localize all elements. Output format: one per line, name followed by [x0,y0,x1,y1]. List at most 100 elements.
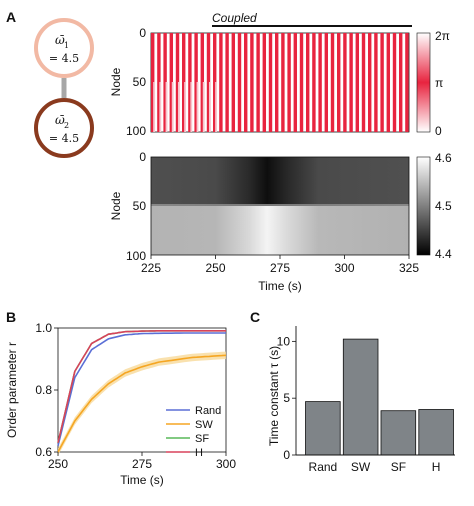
phase-stripe [237,33,242,132]
node1-subscript: 1 [64,41,69,50]
phase-stripe [157,33,161,132]
node2-frequency: = 4.5 [49,132,79,145]
bottom-ylabel: Node [109,191,123,220]
phase-stripe-offset [215,82,218,132]
line-xtick-label: 300 [216,457,236,471]
node2-subscript: 2 [64,121,69,130]
phase-stripe-offset [190,82,193,132]
panel-label-b: B [6,309,16,325]
line-xtick-label: 250 [48,457,68,471]
phase-stripe-offset [153,82,156,132]
bar-category-label: SW [351,460,371,474]
phase-stripe [312,33,316,132]
phase-colorbar-tick-0: 0 [435,124,442,138]
coupled-label: Coupled [212,11,257,25]
phase-stripe [299,33,304,132]
bar-ytick-label: 5 [283,391,290,405]
phase-stripe [182,33,186,132]
phase-stripe [293,33,298,132]
phase-stripe [355,33,360,132]
phase-stripe [262,33,267,132]
phase-stripe [386,33,391,132]
bar-ytick-label: 0 [283,448,290,462]
bottom-ytick-100: 100 [126,249,146,263]
phase-stripe [213,33,217,132]
bar-h [418,409,454,456]
bar-ytick-label: 10 [277,334,291,348]
time-tick-label: 225 [141,261,161,275]
series-line-h [57,329,226,443]
legend-label-rand: Rand [195,405,221,417]
freq-colorbar-tick-45: 4.5 [435,199,452,213]
phase-stripe-offset [159,82,162,132]
phase-stripe [231,33,236,132]
phase-stripe [374,33,378,132]
frequency-heatmap [150,156,410,256]
time-axis: 225 250 275 300 325 [141,255,419,275]
oscillator-node-2 [34,98,94,158]
phase-heatmap [150,32,410,133]
top-ytick-0: 0 [139,26,146,40]
freq-colorbar-tick-44: 4.4 [435,247,452,261]
phase-stripe [361,33,366,132]
frequency-boundary [151,204,409,206]
legend-label-sw: SW [195,419,213,431]
bar-sf [380,410,417,456]
phase-stripe-offset [184,82,187,132]
bar-category-label: SF [391,460,406,474]
time-tick-label: 300 [334,261,354,275]
phase-stripe [306,33,310,132]
phase-stripe [151,33,155,132]
phase-stripe [318,33,322,132]
phase-stripe [324,33,329,132]
phase-stripe [225,33,229,132]
phase-stripe [268,33,273,132]
time-tick-label: 250 [205,261,225,275]
phase-stripe [343,33,347,132]
phase-stripe [200,33,205,132]
line-ytick-label: 1.0 [35,321,52,335]
frequency-rows-0-50 [151,157,409,205]
phase-stripe [188,33,192,132]
phase-stripe [405,33,409,132]
phase-stripe [175,33,180,132]
bar-ylabel: Time constant τ (s) [267,346,281,446]
bar-category-label: H [432,460,441,474]
phase-stripe-offset [171,82,174,132]
phase-stripe [349,33,353,132]
line-xlabel: Time (s) [120,473,164,487]
phase-stripe [163,33,167,132]
phase-stripe [206,33,211,132]
time-tick-label: 325 [399,261,419,275]
bottom-ytick-50: 50 [133,199,147,213]
top-ytick-100: 100 [126,124,146,138]
phase-stripe [194,33,198,132]
phase-stripe [256,33,260,132]
two-node-diagram: ω̄ 1 = 4.5 ω̄ 2 = 4.5 [34,18,94,158]
time-axis-label: Time (s) [258,279,302,293]
line-ylabel: Order parameter r [5,342,19,438]
phase-stripe [380,33,384,132]
frequency-colorbar [416,156,431,256]
legend-label-h: H [195,447,203,459]
phase-stripe [169,33,174,132]
phase-stripe-offset [202,82,205,132]
line-ytick-label: 0.8 [35,383,52,397]
line-xtick-label: 275 [132,457,152,471]
bar-sw [342,338,379,456]
oscillator-node-1 [34,18,94,78]
phase-colorbar-tick-pi: π [435,76,443,90]
phase-stripe [368,33,372,132]
panel-label-c: C [250,309,260,325]
bottom-ytick-0: 0 [139,150,146,164]
phase-stripe [330,33,335,132]
top-ytick-50: 50 [133,75,147,89]
bar-rand [305,401,341,456]
top-ylabel: Node [109,67,123,96]
phase-stripe-offset [208,82,211,132]
phase-stripe [244,33,248,132]
panel-label-a: A [6,9,16,25]
line-ytick-label: 0.6 [35,445,52,459]
